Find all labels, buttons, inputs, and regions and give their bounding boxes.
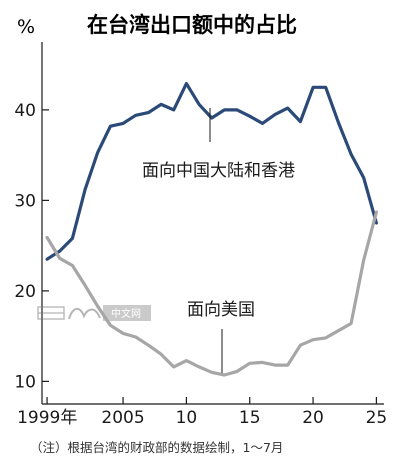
y-tick-label: 30 bbox=[14, 191, 36, 211]
x-tick-label: 2005 bbox=[101, 408, 144, 428]
y-tick-label: 10 bbox=[14, 372, 36, 392]
x-ticks: 1999年 2005 10 15 20 25 bbox=[17, 397, 387, 428]
y-axis-unit: % bbox=[17, 16, 35, 38]
nikkei-logo bbox=[38, 307, 100, 319]
x-tick-label: 20 bbox=[302, 408, 324, 428]
y-tick-label: 20 bbox=[14, 282, 36, 302]
footnote: （注）根据台湾的财政部的数据绘制，1～7月 bbox=[30, 440, 283, 455]
watermark: 中文网 bbox=[38, 305, 151, 321]
x-tick-label: 10 bbox=[176, 408, 198, 428]
series-line-us bbox=[47, 212, 376, 375]
watermark-text: 中文网 bbox=[111, 307, 141, 320]
annotation-china-hk: 面向中国大陆和香港 bbox=[142, 161, 295, 181]
y-ticks: 10 20 30 40 bbox=[14, 101, 49, 393]
y-tick-label: 40 bbox=[14, 101, 36, 121]
chart-title: 在台湾出口额中的占比 bbox=[87, 13, 297, 37]
x-tick-label: 25 bbox=[366, 408, 388, 428]
x-tick-label: 1999年 bbox=[17, 408, 77, 428]
axes bbox=[42, 42, 384, 404]
annotation-us: 面向美国 bbox=[187, 300, 255, 320]
x-tick-label: 15 bbox=[239, 408, 261, 428]
